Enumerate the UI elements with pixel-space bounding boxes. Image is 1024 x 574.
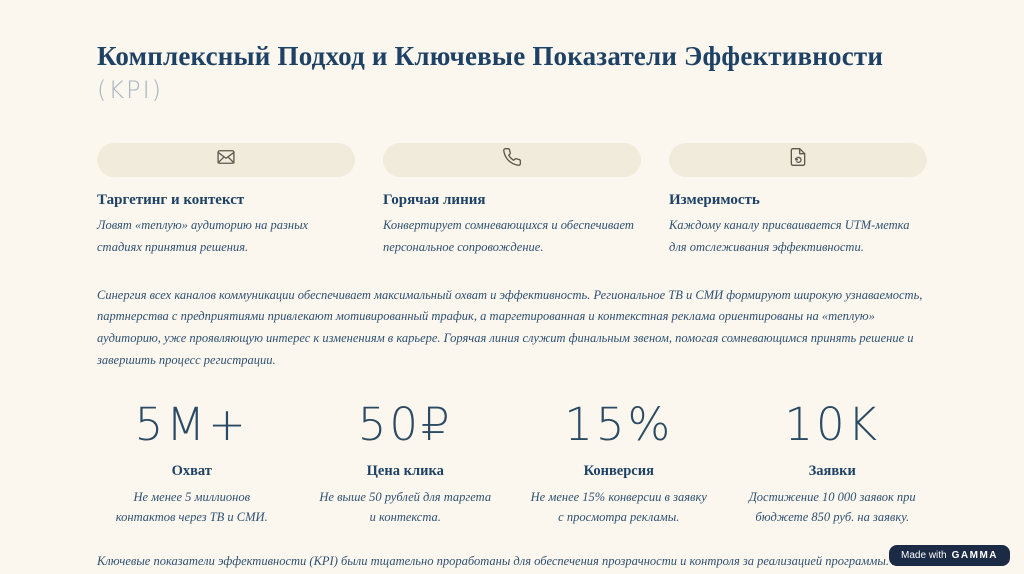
channel-targeting: Таргетинг и контекст Ловят «теплую» ауди… [97,142,355,259]
page-title-line1: Комплексный Подход и Ключевые Показатели… [97,41,884,71]
channel-description: Конвертирует сомневающихся и обеспечивае… [383,217,634,254]
kpi-paragraph: Ключевые показатели эффективности (KPI) … [97,553,911,568]
kpi-description: Не менее 5 миллионов контактов через ТВ … [115,489,268,524]
channel-title: Измеримость [669,191,760,208]
kpi-value: 15% [564,398,674,452]
gamma-logo: GAMMA [951,550,998,561]
kpi-label: Заявки [808,462,856,479]
kpi-label: Цена клика [366,462,444,479]
channels-row: Таргетинг и контекст Ловят «теплую» ауди… [97,142,927,259]
channel-description: Каждому каналу присваивается UTM-метка д… [669,217,910,254]
kpi-reach: 5M+ Охват Не менее 5 миллионов контактов… [97,400,287,527]
kpi-description: Достижение 10 000 заявок при бюджете 850… [748,489,916,524]
channel-icon-banner [97,142,355,177]
channel-hotline: Горячая линия Конвертирует сомневающихся… [383,142,641,259]
kpi-label: Охват [171,462,212,479]
channel-description: Ловят «теплую» аудиторию на разных стади… [97,217,309,254]
kpi-value: 50₽ [357,398,453,452]
channel-title: Горячая линия [383,191,486,208]
channel-title: Таргетинг и контекст [97,191,245,208]
kpi-label: Конверсия [583,462,654,479]
kpi-click-price: 50₽ Цена клика Не выше 50 рублей для тар… [311,400,501,527]
kpi-applications: 10K Заявки Достижение 10 000 заявок при … [738,400,928,527]
kpi-value: 5M+ [134,398,249,452]
page-title-kpi: (KPI) [97,76,164,105]
kpi-description: Не менее 15% конверсии в заявку с просмо… [530,489,707,524]
channel-icon-banner [383,142,641,177]
channel-measurability: Измеримость Каждому каналу присваивается… [669,142,927,259]
badge-prefix: Made with [901,550,947,561]
kpi-conversion: 15% Конверсия Не менее 15% конверсии в з… [524,400,714,527]
kpi-value: 10K [784,398,881,452]
phone-icon [502,147,522,172]
channel-icon-banner [669,142,927,177]
utm-document-icon [788,147,808,172]
page-title: Комплексный Подход и Ключевые Показатели… [97,0,927,107]
envelope-targeting-icon [216,147,236,172]
kpi-description: Не выше 50 рублей для таргета и контекст… [319,489,492,524]
made-with-gamma-badge[interactable]: Made with GAMMA [889,545,1010,566]
kpi-row: 5M+ Охват Не менее 5 миллионов контактов… [97,400,927,527]
synergy-paragraph: Синергия всех каналов коммуникации обесп… [97,287,923,368]
